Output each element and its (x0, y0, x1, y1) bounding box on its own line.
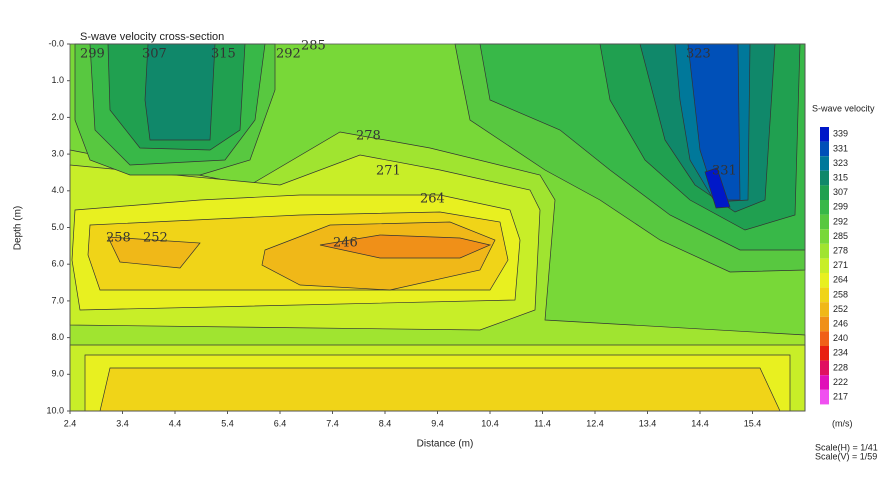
x-tick-label: 8.4 (379, 418, 392, 428)
colorbar-swatch (820, 360, 829, 376)
contour-label: 331 (712, 164, 737, 179)
y-tick-label: 4.0 (51, 185, 64, 195)
unit-label: (m/s) (832, 418, 853, 428)
x-tick-label: 15.4 (744, 418, 762, 428)
contour-label: 264 (420, 192, 445, 207)
x-tick-label: 11.4 (534, 418, 551, 428)
colorbar-swatch (820, 214, 829, 230)
colorbar-label: 264 (833, 275, 848, 285)
colorbar-label: 278 (833, 245, 848, 255)
x-tick-label: 14.4 (691, 418, 709, 428)
colorbar-label: 234 (833, 348, 848, 358)
y-tick-label: -0.0 (48, 38, 64, 48)
contour-label: 246 (333, 236, 358, 251)
colorbar-label: 323 (833, 158, 848, 168)
y-tick-label: 8.0 (51, 332, 64, 342)
colorbar-label: 258 (833, 289, 848, 299)
contour-label: 258 (106, 231, 131, 246)
colorbar-swatch (820, 273, 829, 288)
colorbar-swatch (820, 346, 829, 361)
colorbar-label: 271 (833, 260, 848, 270)
colorbar-swatch (820, 200, 829, 215)
x-tick-label: 12.4 (586, 418, 604, 428)
colorbar-title: S-wave velocity (812, 103, 875, 113)
contour-label: 271 (376, 164, 401, 179)
scale-v: Scale(V) = 1/59 (815, 451, 877, 461)
colorbar-label: 252 (833, 304, 848, 314)
scale-h: Scale(H) = 1/41 (815, 442, 878, 452)
x-tick-label: 6.4 (274, 418, 287, 428)
contour-label: 315 (211, 47, 236, 62)
y-tick-label: 2.0 (51, 112, 64, 122)
colorbar-label: 246 (833, 318, 848, 328)
x-axis-label: Distance (m) (417, 439, 474, 450)
chart-title: S-wave velocity cross-section (80, 31, 224, 43)
x-tick-label: 7.4 (326, 418, 339, 428)
colorbar-swatch (820, 302, 829, 317)
contour-region (99, 367, 781, 412)
contour-label: 307 (142, 47, 167, 62)
colorbar-swatch (820, 331, 829, 346)
x-tick-label: 9.4 (431, 418, 444, 428)
colorbar-swatch (820, 243, 829, 259)
colorbar-label: 217 (833, 391, 848, 401)
x-tick-label: 5.4 (221, 418, 234, 428)
x-tick-label: 13.4 (639, 418, 657, 428)
colorbar-label: 299 (833, 202, 848, 212)
y-tick-label: 9.0 (51, 369, 64, 379)
contour-label: 252 (143, 231, 168, 246)
contour-region (107, 236, 201, 269)
y-tick-label: 3.0 (51, 148, 64, 158)
contour-label: 285 (301, 39, 326, 54)
colorbar-swatch (820, 156, 829, 171)
colorbar-swatch (820, 185, 829, 200)
x-tick-label: 10.4 (481, 418, 499, 428)
contour-region (704, 167, 731, 209)
x-tick-label: 3.4 (116, 418, 129, 428)
contour-label: 292 (276, 47, 301, 62)
colorbar-swatch (820, 127, 829, 142)
colorbar-swatch (820, 389, 829, 405)
colorbar-swatch (820, 287, 829, 303)
y-tick-label: 1.0 (51, 75, 64, 85)
y-axis-label: Depth (m) (13, 206, 24, 250)
colorbar-label: 307 (833, 187, 848, 197)
colorbar-swatch (820, 316, 829, 332)
contour-label: 299 (80, 47, 105, 62)
colorbar-label: 292 (833, 216, 848, 226)
y-tick-label: 7.0 (51, 295, 64, 305)
colorbar-label: 240 (833, 333, 848, 343)
contour-region (319, 234, 492, 259)
colorbar-swatch (820, 375, 829, 390)
colorbar-label: 339 (833, 129, 848, 139)
colorbar-label: 315 (833, 172, 848, 182)
colorbar-label: 331 (833, 143, 848, 153)
contour-label: 323 (686, 47, 711, 62)
colorbar-swatch (820, 170, 829, 186)
colorbar-label: 285 (833, 231, 848, 241)
x-tick-label: 2.4 (64, 418, 77, 428)
contour-field (69, 43, 806, 412)
x-tick-label: 4.4 (169, 418, 182, 428)
colorbar-label: 222 (833, 377, 848, 387)
contour-label: 278 (356, 129, 381, 144)
colorbar-label: 228 (833, 362, 848, 372)
y-tick-label: 10.0 (46, 405, 64, 415)
colorbar-swatch (820, 141, 829, 157)
colorbar-swatch (820, 229, 829, 244)
colorbar-swatch (820, 258, 829, 273)
y-tick-label: 6.0 (51, 259, 64, 269)
y-tick-label: 5.0 (51, 222, 64, 232)
